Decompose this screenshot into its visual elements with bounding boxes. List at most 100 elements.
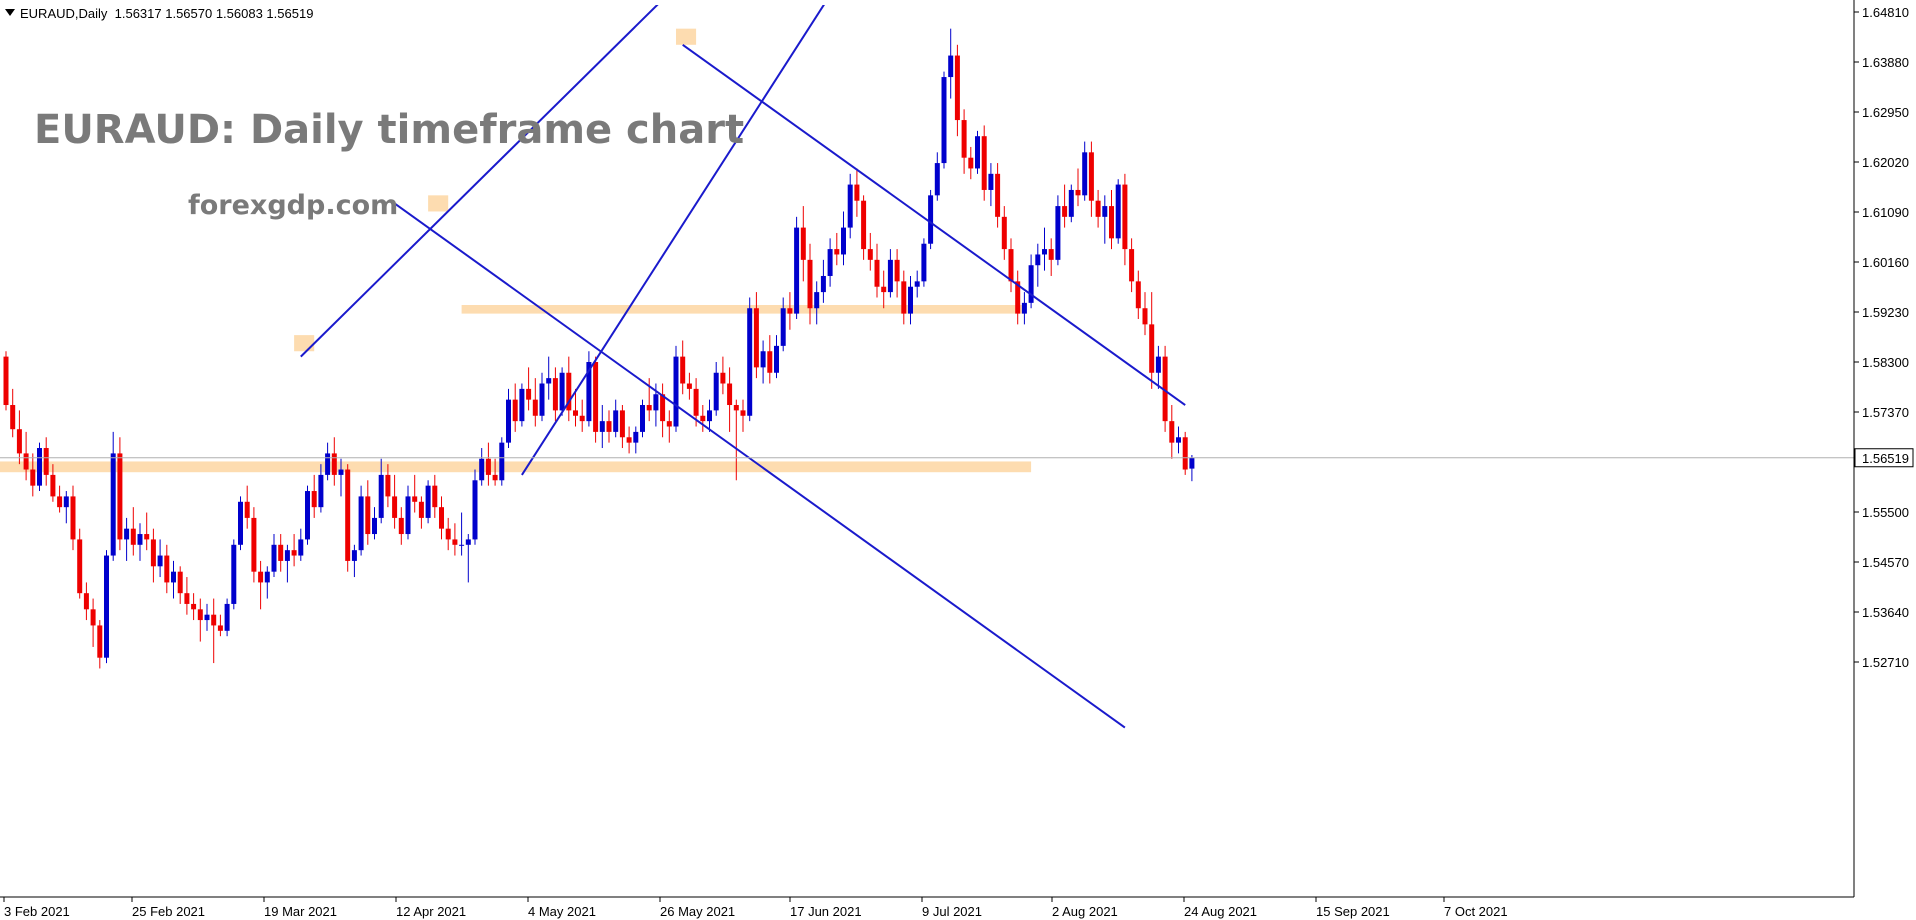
candle xyxy=(472,469,478,545)
candle-body xyxy=(1149,324,1155,373)
candle xyxy=(834,232,840,266)
candle xyxy=(284,544,290,583)
candle xyxy=(492,458,498,486)
candle-body xyxy=(1028,265,1034,303)
candle-body xyxy=(1135,281,1141,309)
candle xyxy=(519,383,525,427)
candle xyxy=(305,485,310,545)
candle-body xyxy=(1115,184,1121,239)
candle-body xyxy=(660,394,666,422)
candle xyxy=(1088,141,1094,217)
channel-1-upper[interactable] xyxy=(300,0,710,358)
candle-body xyxy=(506,399,511,443)
candle-body xyxy=(841,227,846,255)
candle xyxy=(204,603,210,631)
candle-body xyxy=(928,195,934,244)
candle-body xyxy=(1015,281,1021,314)
candle xyxy=(606,410,612,443)
candle-body xyxy=(1088,152,1094,201)
candle-body xyxy=(30,469,36,486)
candle-body xyxy=(291,550,297,556)
candle-body xyxy=(613,410,619,432)
candle xyxy=(345,464,351,572)
candle-body xyxy=(599,421,605,432)
price-tick-label: 1.52710 xyxy=(1862,655,1909,670)
candle-body xyxy=(552,378,558,411)
candle xyxy=(512,383,518,432)
price-tick-label: 1.57370 xyxy=(1862,405,1909,420)
candle xyxy=(432,474,438,518)
candle-body xyxy=(1001,216,1007,250)
time-tick-label: 9 Jul 2021 xyxy=(922,904,982,919)
price-tick-label: 1.55500 xyxy=(1862,505,1909,520)
candle xyxy=(358,485,364,556)
candle-body xyxy=(110,453,116,556)
candle-body xyxy=(1095,200,1101,217)
candle-body xyxy=(961,120,967,158)
candle-body xyxy=(217,625,223,631)
candle xyxy=(747,297,753,422)
candle-body xyxy=(1189,457,1195,469)
candle xyxy=(418,496,424,529)
candles-layer xyxy=(3,28,1195,669)
candle-body xyxy=(385,474,391,497)
candle xyxy=(83,582,89,621)
candle-body xyxy=(157,555,163,567)
candle xyxy=(680,340,686,395)
candle xyxy=(1109,189,1114,250)
candle xyxy=(861,195,867,260)
candle xyxy=(104,550,109,664)
channel-2-lower[interactable] xyxy=(394,202,1126,729)
candle xyxy=(365,480,371,545)
candle-body xyxy=(325,453,331,475)
candle xyxy=(150,528,156,583)
channel-2-upper[interactable] xyxy=(682,43,1186,406)
candle xyxy=(968,146,974,180)
candle-body xyxy=(1021,302,1027,314)
candle xyxy=(392,474,398,529)
candle-body xyxy=(881,286,887,293)
candle-body xyxy=(814,292,820,309)
candle xyxy=(941,71,947,169)
candle-body xyxy=(37,448,42,486)
candle-body xyxy=(1109,206,1114,239)
candle-body xyxy=(465,539,471,545)
candle xyxy=(780,297,786,352)
price-tick-label: 1.64810 xyxy=(1862,5,1909,20)
candle-body xyxy=(1162,356,1168,422)
candle xyxy=(686,372,692,400)
candle-body xyxy=(861,200,867,250)
time-tick-label: 17 Jun 2021 xyxy=(790,904,862,919)
candle-body xyxy=(539,383,545,416)
candle xyxy=(988,163,994,207)
candle xyxy=(733,399,739,481)
candle xyxy=(532,378,538,427)
candle xyxy=(298,528,304,561)
candle-body xyxy=(747,308,753,416)
candle-body xyxy=(177,571,183,594)
current-price-label: 1.56519 xyxy=(1862,451,1909,466)
candle xyxy=(258,560,264,610)
candle xyxy=(626,426,632,454)
candle-body xyxy=(787,308,793,314)
candle-body xyxy=(90,609,96,626)
candle-body xyxy=(224,603,230,631)
candle-body xyxy=(854,184,860,201)
candle xyxy=(767,335,773,384)
candle-body xyxy=(707,410,712,422)
candle-body xyxy=(800,227,806,260)
symbol-menu-icon[interactable] xyxy=(5,9,15,16)
candle xyxy=(10,388,16,438)
candle-body xyxy=(512,399,518,422)
channel-1-lower[interactable] xyxy=(521,0,857,476)
candle xyxy=(1162,345,1168,432)
candle xyxy=(995,163,1001,228)
swing-box-3 xyxy=(676,28,697,45)
candle-body xyxy=(392,496,398,518)
candle-body xyxy=(16,429,22,454)
candle-body xyxy=(847,184,853,228)
candle-body xyxy=(1129,249,1135,282)
